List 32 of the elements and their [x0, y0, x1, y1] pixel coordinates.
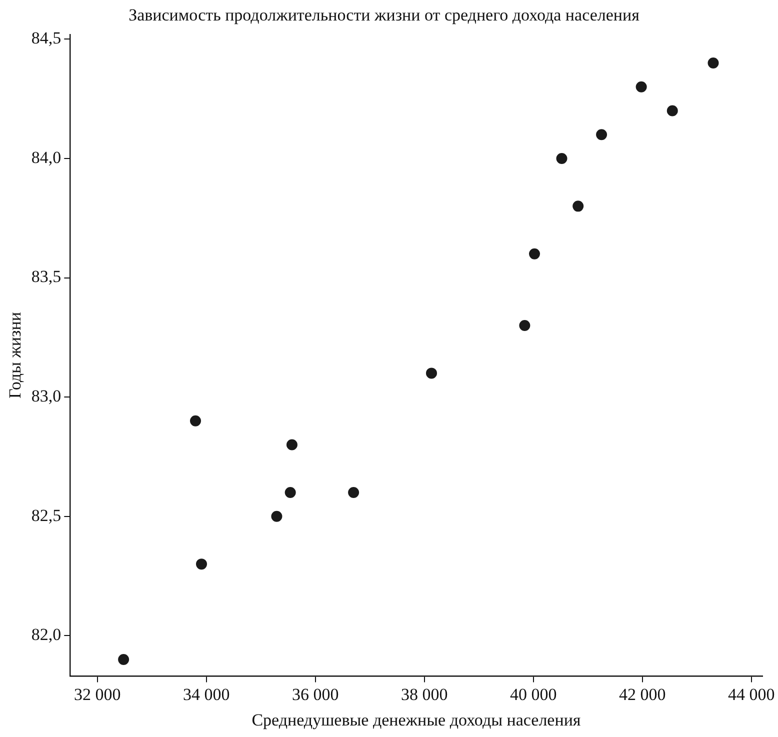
x-tick-label: 40 000	[510, 684, 557, 704]
y-tick-label: 82,0	[31, 625, 62, 644]
y-tick-label: 83,0	[31, 386, 62, 406]
point	[118, 654, 130, 665]
y-tick-label: 82,5	[31, 506, 62, 525]
x-tick-label: 32 000	[74, 684, 121, 704]
point	[284, 486, 296, 498]
x-axis-title: Среднедушевые денежные доходы населения	[252, 710, 581, 730]
x-tick-label: 44 000	[728, 684, 775, 704]
point	[190, 415, 201, 426]
point	[666, 105, 678, 116]
y-axis-title: Годы жизни	[6, 312, 25, 399]
point	[426, 368, 437, 379]
point	[348, 486, 360, 498]
point	[708, 58, 719, 69]
y-tick-label: 84,0	[31, 148, 62, 167]
point	[196, 558, 207, 570]
point	[528, 248, 540, 260]
point	[596, 129, 608, 140]
x-tick-label: 34 000	[183, 684, 230, 704]
x-tick-label: 38 000	[401, 684, 448, 704]
point	[519, 320, 530, 331]
chart-title: Зависимость продолжительности жизни от среднего дохода населения	[128, 6, 640, 25]
x-tick-label: 42 000	[619, 684, 666, 704]
y-tick-label: 83,5	[31, 267, 62, 286]
point	[572, 200, 584, 212]
point	[286, 439, 298, 450]
x-tick-label: 36 000	[292, 684, 339, 704]
y-tick-label: 84,5	[31, 28, 62, 48]
point	[636, 81, 647, 92]
point	[271, 510, 282, 522]
point	[556, 152, 568, 164]
